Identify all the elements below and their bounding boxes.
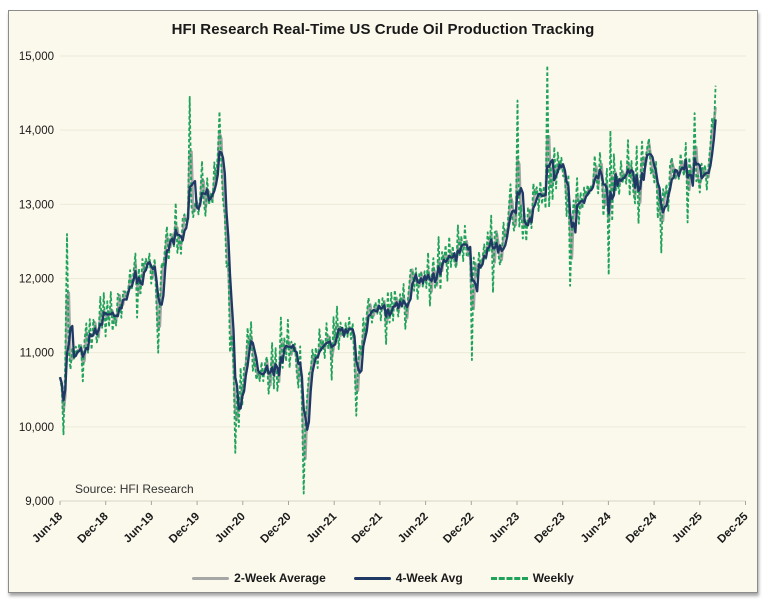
chart-title: HFI Research Real-Time US Crude Oil Prod… bbox=[171, 21, 595, 38]
4-week-avg-line-swatch bbox=[353, 576, 391, 580]
y-tick-label: 11,000 bbox=[20, 348, 54, 360]
x-tick-label: Jun-19 bbox=[122, 511, 157, 546]
y-tick-label: 13,000 bbox=[19, 199, 54, 211]
y-tick-label: 10,000 bbox=[19, 422, 54, 434]
x-tick-label: Dec-20 bbox=[258, 511, 293, 546]
legend: 2-Week Average 4-Week Avg Weekly bbox=[9, 571, 757, 585]
2-week-average-line-swatch bbox=[192, 576, 230, 580]
x-tick-label: Dec-23 bbox=[533, 511, 568, 546]
x-tick-label: Dec-25 bbox=[715, 510, 751, 546]
x-tick-label: Dec-19 bbox=[167, 511, 202, 546]
x-tick-label: Jun-24 bbox=[579, 510, 614, 545]
y-tick-label: 14,000 bbox=[19, 125, 54, 137]
y-tick-label: 9,000 bbox=[25, 496, 54, 508]
x-tick-label: Jun-22 bbox=[396, 511, 431, 546]
y-tick-label: 12,000 bbox=[19, 274, 54, 286]
weekly-line bbox=[59, 64, 717, 495]
x-tick-label: Jun-20 bbox=[213, 511, 248, 546]
legend-item-weekly: Weekly bbox=[490, 571, 574, 585]
legend-item-4-week-avg: 4-Week Avg bbox=[353, 571, 463, 585]
x-tick-label: Jun-25 bbox=[670, 510, 705, 545]
y-tick-label: 15,000 bbox=[19, 51, 54, 63]
legend-label-2-week-average: 2-Week Average bbox=[234, 571, 326, 585]
x-tick-label: Dec-22 bbox=[441, 511, 476, 546]
legend-label-weekly: Weekly bbox=[532, 571, 574, 585]
chart-card: HFI Research Real-Time US Crude Oil Prod… bbox=[8, 10, 758, 593]
x-tick-label: Dec-18 bbox=[76, 510, 112, 546]
legend-label-4-week-avg: 4-Week Avg bbox=[395, 571, 463, 585]
x-tick-label: Jun-18 bbox=[30, 510, 65, 545]
four-week-avg-line bbox=[58, 119, 717, 431]
weekly-line-swatch bbox=[490, 576, 528, 580]
legend-item-2-week-average: 2-Week Average bbox=[192, 571, 326, 585]
x-tick-label: Jun-21 bbox=[305, 510, 340, 545]
two-week-average-line bbox=[58, 107, 717, 460]
chart-plot-area: 9,000 10,000 11,000 12,000 13,000 14,000 15,00… bbox=[19, 51, 751, 546]
x-tick-label: Dec-24 bbox=[624, 510, 660, 546]
x-tick-label: Jun-23 bbox=[487, 511, 522, 546]
source-note: Source: HFI Research bbox=[75, 482, 194, 496]
x-tick-label: Dec-21 bbox=[350, 510, 386, 546]
